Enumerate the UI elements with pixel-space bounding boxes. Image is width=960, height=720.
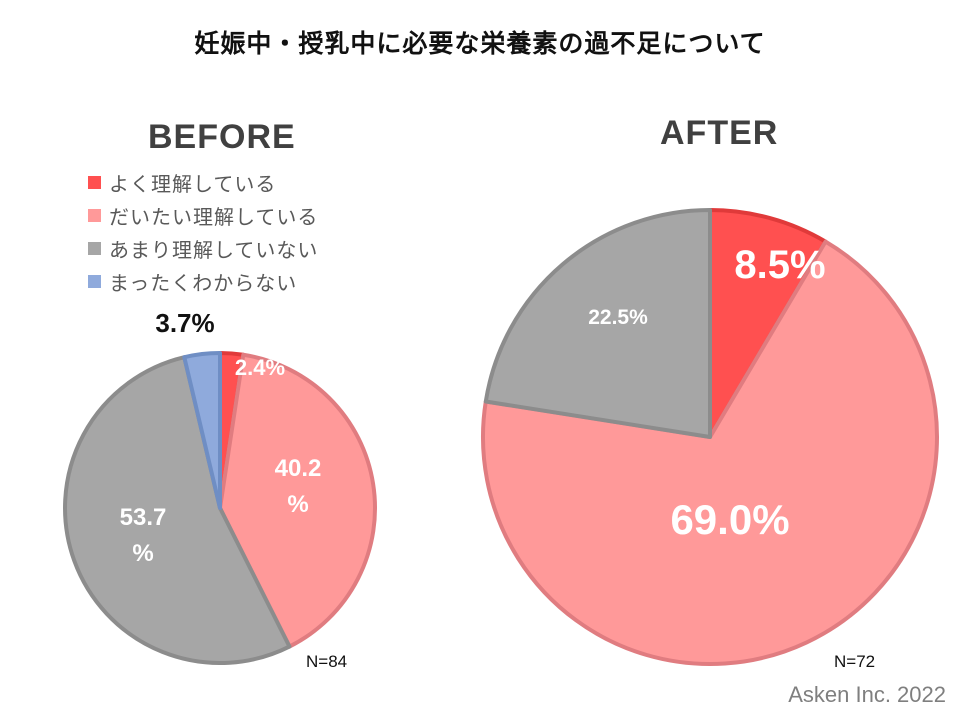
before-sample-size: N=84: [306, 652, 348, 671]
slice-data-label: 53.7%: [120, 504, 167, 567]
before-subtitle: BEFORE: [148, 118, 296, 156]
after-subtitle: AFTER: [660, 114, 779, 152]
legend-item-not-understood-at-all: まったくわからない: [88, 265, 318, 298]
pie-slice: [708, 208, 828, 439]
pie-after: 8.5% 69.0% 22.5%: [481, 208, 939, 666]
legend-label: あまり理解していない: [109, 238, 319, 262]
pie-slice: [63, 355, 292, 665]
slice-data-label: 8.5%: [734, 243, 825, 287]
legend-item-mostly-understood: だいたい理解している: [88, 199, 318, 232]
legend-swatch: [88, 275, 101, 288]
legend-label: よく理解している: [109, 172, 277, 196]
after-sample-size: N=72: [834, 652, 876, 671]
legend-swatch: [88, 242, 101, 255]
pie-slice: [218, 352, 377, 649]
pie-slice: [182, 351, 222, 510]
slice-data-label: 3.7%: [155, 308, 214, 338]
pie-slice: [483, 208, 712, 439]
slice-data-label: 22.5%: [588, 306, 648, 329]
legend-swatch: [88, 209, 101, 222]
pie-slice: [481, 239, 939, 666]
slice-data-label: 40.2%: [275, 455, 322, 518]
credit-text: Asken Inc. 2022: [788, 682, 946, 707]
legend-label: だいたい理解している: [109, 205, 319, 229]
slice-data-label: 69.0%: [670, 496, 789, 543]
legend-label: まったくわからない: [109, 271, 298, 295]
pie-before: 2.4% 40.2 % 53.7 % 3.7%: [63, 308, 377, 665]
legend-item-well-understood: よく理解している: [88, 166, 318, 199]
legend-item-not-well-understood: あまり理解していない: [88, 232, 318, 265]
legend: よく理解している だいたい理解している あまり理解していない まったくわからない: [88, 166, 318, 298]
slice-data-label: 2.4%: [235, 355, 285, 380]
chart-title: 妊娠中・授乳中に必要な栄養素の過不足について: [194, 29, 766, 58]
legend-swatch: [88, 176, 101, 189]
